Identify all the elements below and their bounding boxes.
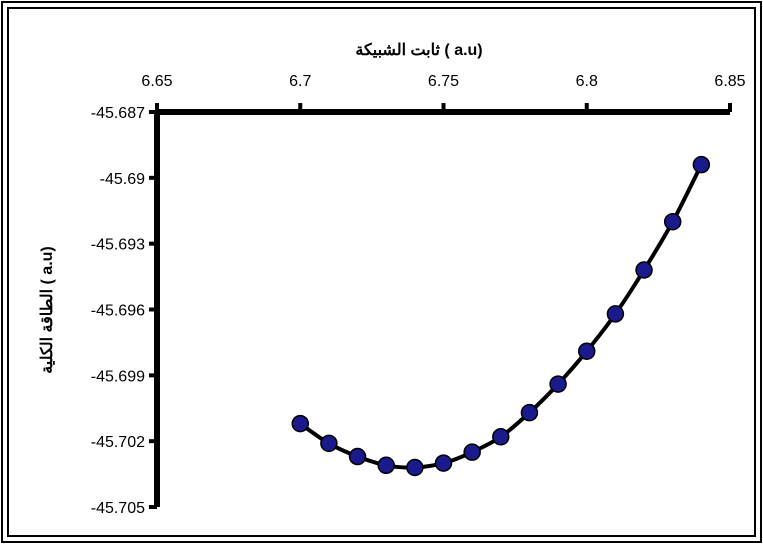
data-point	[463, 443, 481, 461]
data-point	[520, 403, 539, 422]
data-point	[406, 458, 424, 477]
data-points	[291, 155, 711, 477]
data-point	[320, 434, 338, 453]
axes	[149, 103, 732, 509]
series-line	[299, 163, 704, 470]
y-tick-label: -45.69	[100, 171, 145, 188]
data-point	[492, 428, 510, 446]
x-tick-label: 6.85	[714, 73, 745, 90]
y-tick-label: -45.696	[91, 303, 145, 320]
x-tick-label: 6.7	[289, 73, 311, 90]
data-point	[377, 456, 395, 475]
x-tick-label: 6.65	[141, 73, 172, 90]
data-point	[578, 342, 596, 360]
data-point	[663, 212, 682, 231]
y-tick-label: -45.693	[91, 237, 145, 254]
data-point	[692, 155, 711, 174]
x-axis-label: ثابت الشبيكة ( a.u)	[355, 42, 482, 59]
data-point	[606, 305, 625, 323]
x-tick-label: 6.75	[428, 73, 459, 90]
data-point	[635, 261, 653, 279]
y-tick-label: -45.705	[91, 500, 145, 517]
data-point	[348, 447, 367, 466]
data-point	[549, 375, 567, 393]
x-tick-label: 6.8	[576, 73, 598, 90]
y-tick-label: -45.687	[91, 105, 145, 122]
data-point	[434, 454, 453, 472]
y-tick-labels: -45.687 -45.69 -45.693 -45.696 -45.699 -45.70…	[91, 105, 145, 517]
data-point	[291, 414, 309, 433]
inner-border	[7, 7, 756, 537]
y-tick-label: -45.702	[91, 434, 145, 451]
y-tick-label: -45.699	[91, 368, 145, 385]
x-tick-labels: 6.65 6.7 6.75 6.8 6.85	[141, 73, 745, 90]
y-axis-label: الطاقة الكلية ( a.u)	[39, 246, 56, 374]
